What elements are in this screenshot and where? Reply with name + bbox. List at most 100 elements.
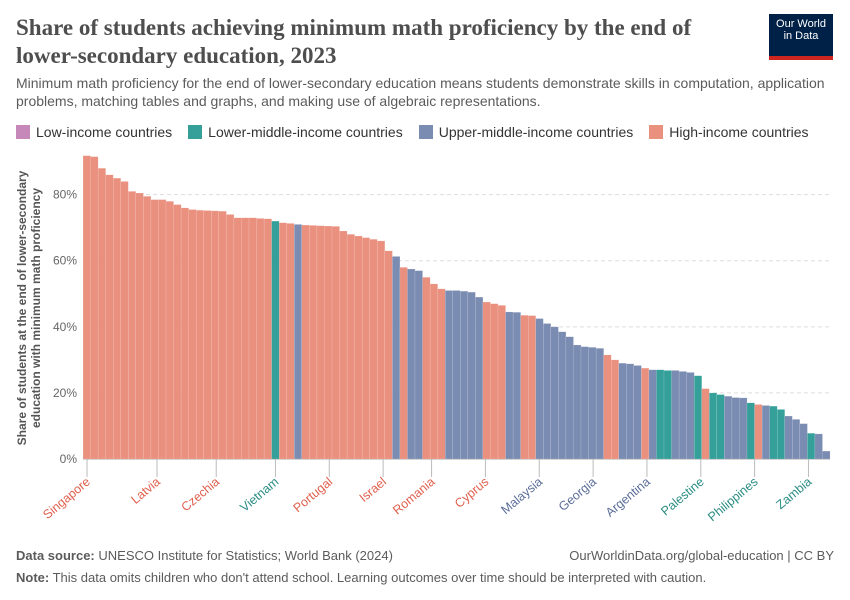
bar (497, 305, 506, 460)
bar (188, 209, 197, 460)
bar (671, 370, 680, 460)
bar (143, 196, 152, 460)
legend-swatch-upper-middle-income (418, 125, 433, 139)
bar (180, 207, 189, 460)
bar (595, 348, 604, 460)
bar (769, 405, 778, 460)
x-tick-label: Malaysia (498, 475, 545, 517)
bar (203, 210, 212, 460)
bar (112, 177, 121, 460)
legend-swatch-lower-middle-income (188, 125, 203, 139)
legend-item-upper-middle-income[interactable]: Upper-middle-income countries (418, 124, 634, 140)
legend-item-high-income[interactable]: High-income countries (649, 124, 809, 140)
bar (135, 192, 144, 460)
bar (633, 365, 642, 460)
bar (407, 268, 416, 460)
bar (331, 226, 340, 460)
logo-line-2: in Data (783, 30, 819, 42)
y-tick-label: 40% (53, 320, 77, 334)
bar (724, 396, 733, 460)
bar (467, 291, 476, 460)
chart-note-text: This data omits children who don't atten… (52, 570, 707, 585)
bar (105, 174, 114, 460)
bar (618, 362, 627, 460)
bar (543, 323, 552, 460)
bar (746, 402, 755, 460)
chart-title: Share of students achieving minimum math… (16, 15, 692, 68)
bar (90, 156, 99, 460)
y-axis-label-line: Share of students at the end of lower-se… (15, 170, 29, 445)
legend-label-upper-middle-income: Upper-middle-income countries (438, 124, 634, 140)
bar (256, 218, 265, 460)
bar (211, 210, 220, 460)
chart-note: Note: This data omits children who don't… (16, 570, 706, 585)
bar (512, 312, 521, 460)
bar (399, 267, 408, 460)
bar (663, 370, 672, 460)
y-tick-label: 80% (53, 188, 77, 202)
bar (641, 367, 650, 460)
bar (761, 405, 770, 460)
bar (550, 326, 559, 460)
bar (369, 239, 378, 460)
x-tick-label: Cyprus (452, 475, 491, 511)
bar (731, 397, 740, 460)
bar (226, 214, 235, 460)
data-source-label: Data source: (16, 548, 95, 563)
bar (233, 217, 242, 460)
x-tick-label: Czechia (179, 475, 223, 515)
bar (316, 225, 325, 460)
chart-note-label: Note: (16, 570, 50, 585)
bar (482, 301, 491, 460)
bar (294, 224, 303, 460)
logo-line-1: Our World (776, 18, 826, 30)
y-tick-label: 60% (53, 254, 77, 268)
bar (701, 388, 710, 460)
legend-swatch-low-income (16, 125, 30, 139)
bar (573, 344, 582, 460)
bar (384, 250, 393, 460)
chart-subtitle: Minimum math proficiency for the end of … (16, 75, 825, 109)
bar (603, 354, 612, 460)
x-tick-label: Portugal (291, 475, 336, 516)
bar (422, 277, 431, 460)
bar (686, 372, 695, 460)
bar (165, 201, 174, 460)
owid-logo[interactable]: Our World in Data (769, 14, 833, 60)
bar (128, 191, 137, 460)
bar (437, 288, 446, 460)
x-tick-label: Romania (390, 475, 437, 518)
legend-swatch-high-income (649, 125, 664, 139)
bar (429, 283, 438, 460)
bar (195, 209, 204, 460)
bar (346, 234, 355, 460)
x-tick-label: Israel (357, 475, 389, 505)
bar (150, 199, 159, 460)
x-tick-label: Georgia (556, 475, 599, 514)
bar (339, 230, 348, 460)
bar (173, 204, 182, 460)
bar (414, 270, 423, 460)
bar (565, 336, 574, 460)
data-source: Data source: UNESCO Institute for Statis… (16, 548, 393, 563)
bar (444, 290, 453, 460)
legend-item-low-income[interactable]: Low-income countries (16, 124, 172, 140)
bar (814, 433, 823, 460)
bar (792, 419, 801, 460)
y-axis-label: Share of students at the end of lower-se… (15, 170, 43, 445)
bar (822, 450, 831, 460)
source-link[interactable]: OurWorldinData.org/global-education | CC… (569, 548, 834, 563)
bar (784, 415, 793, 460)
bar (354, 235, 363, 460)
x-tick-label: Vietnam (237, 475, 281, 515)
bar (678, 371, 687, 460)
bar (535, 318, 544, 460)
bar (558, 331, 567, 460)
bar (392, 256, 401, 460)
legend-label-low-income: Low-income countries (36, 124, 173, 140)
bar (626, 363, 635, 460)
legend-item-lower-middle-income[interactable]: Lower-middle-income countries (188, 124, 403, 140)
bar (776, 409, 785, 460)
data-source-text: UNESCO Institute for Statistics; World B… (98, 548, 393, 563)
bar (271, 220, 280, 460)
